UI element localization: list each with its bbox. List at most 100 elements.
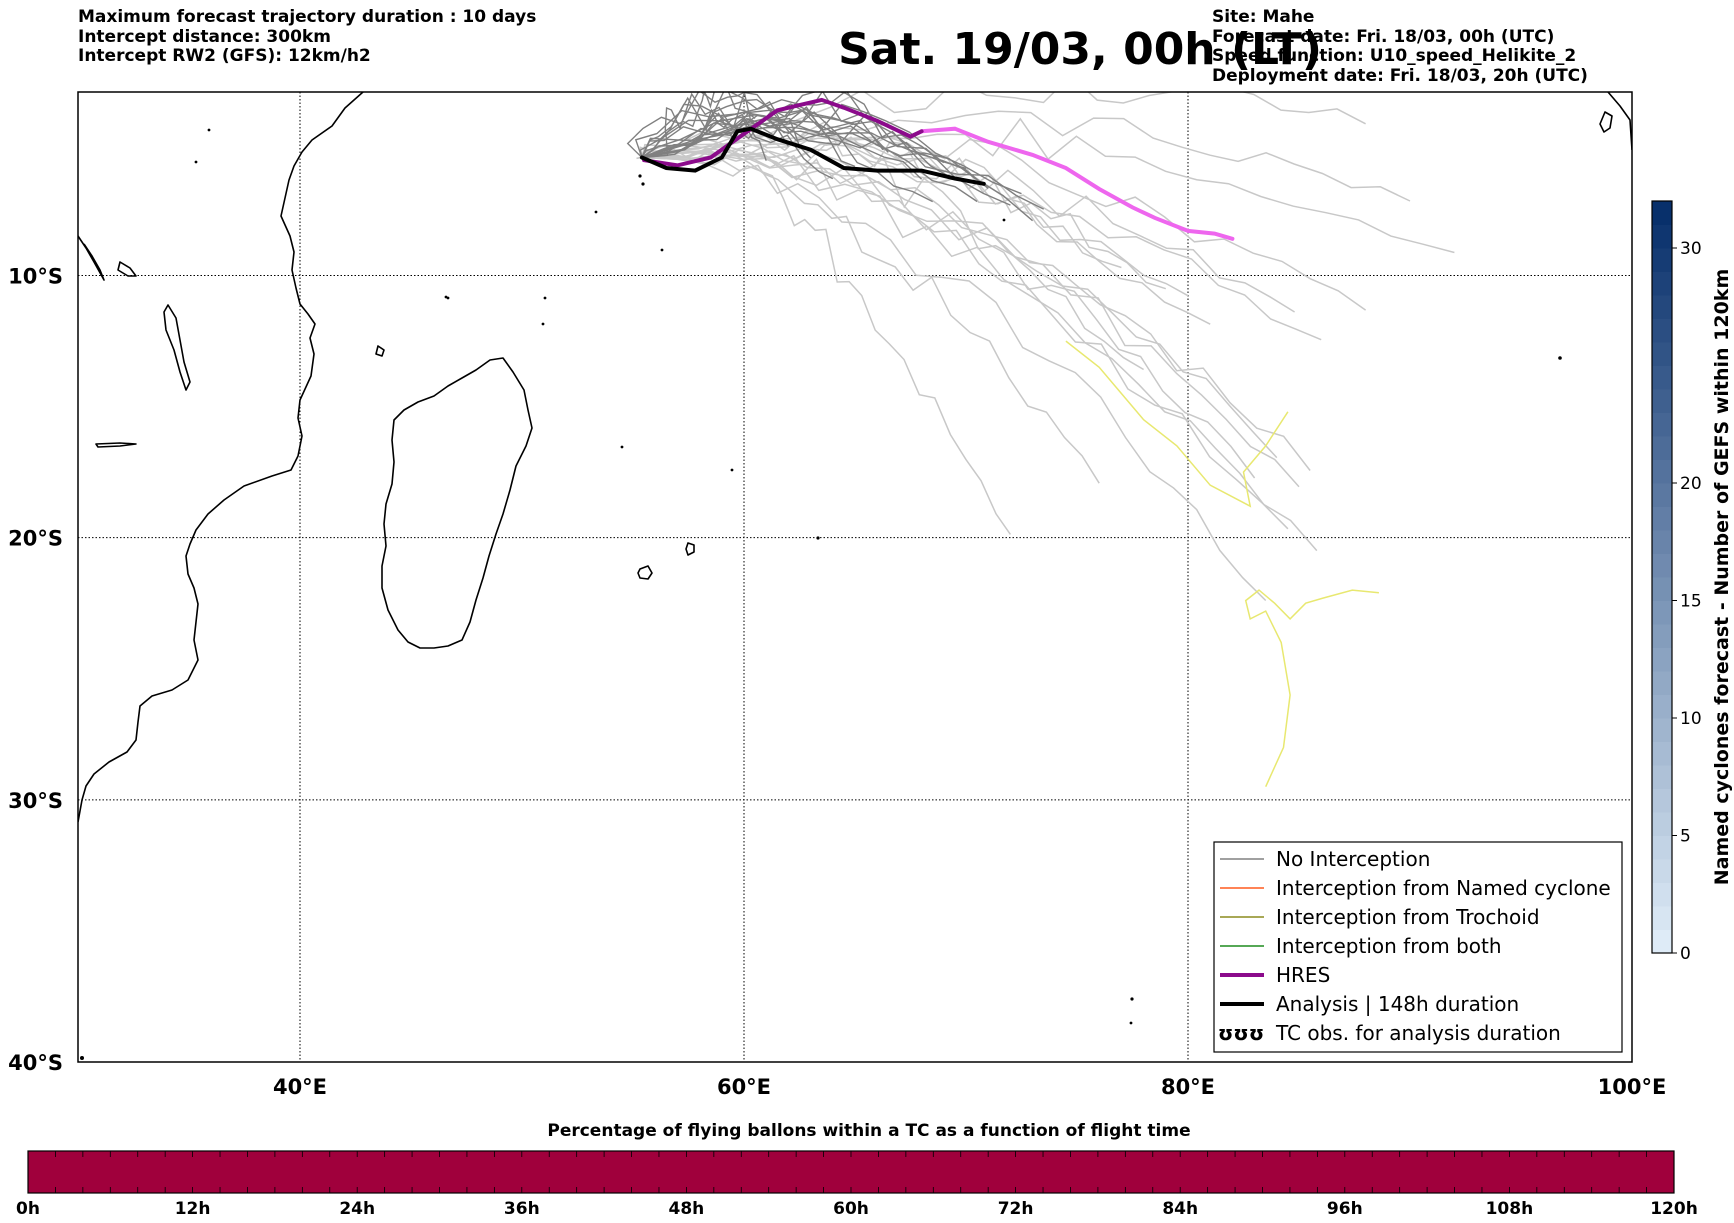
ensemble-track-no-interception [641,106,1011,206]
ensemble-track-light [641,149,1100,484]
legend-label: TC obs. for analysis duration [1275,1021,1561,1045]
legend-symbol-tc-obs: ʊʊʊ [1218,1021,1264,1045]
colorbar-band [1652,483,1672,507]
bottom-colorbar: Percentage of flying ballons within a TC… [16,1121,1698,1219]
colorbar-band [1652,600,1672,625]
colorbar-band [1652,577,1672,601]
colorbar-band [1652,624,1672,648]
colorbar-band [1652,812,1672,836]
colorbar-band [1652,882,1672,907]
colorbar-band [1652,647,1672,672]
bottom-bar-tick-label: 120h [1650,1199,1698,1219]
colorbar-band [1652,271,1672,296]
ensemble-track-no-interception [641,103,1022,195]
colorbar-band [1652,295,1672,319]
bottom-bar-tick-label: 48h [669,1199,705,1219]
colorbar-band [1652,859,1672,883]
colorbar-band [1652,389,1672,413]
header-line-distance: Intercept distance: 300km [78,26,331,47]
island-amirante [594,210,598,214]
colorbar-right-frame [1651,200,1673,954]
coastline-madagascar [381,357,533,649]
coastline-reunion [637,565,653,580]
coastline-sumatra-tip [1607,92,1632,151]
header-info-left: Maximum forecast trajectory duration : 1… [78,7,537,67]
lat-tick-label: 20°S [8,527,63,551]
colorbar-band [1652,718,1672,742]
ensemble-track-no-interception [641,109,978,203]
coastline-comoros [375,345,385,357]
bottom-bar-frame [27,1150,1675,1194]
colorbar-band [1652,835,1672,860]
track-hres-extension [919,126,1235,241]
bottom-bar-tick-label: 96h [1327,1199,1363,1219]
bottom-bar-tick-label: 108h [1486,1199,1534,1219]
legend-label: Interception from both [1276,934,1502,958]
coastline-lake-tanganyika [117,261,137,277]
small-islands [80,128,1562,1060]
ensemble-track-light [641,151,1318,552]
colorbar-band [1652,201,1672,225]
colorbar-band [1652,553,1672,578]
island-socotra [207,128,211,132]
bottom-bar-fill [28,1151,1674,1193]
header-line-speed-function: Speed function: U10_speed_Helikite_2 [1212,46,1577,66]
track-hres [642,97,924,168]
island-cargados [660,248,664,252]
island-corner [80,1056,84,1060]
lat-tick-label: 10°S [8,265,63,289]
colorbar-tick-label: 30 [1680,239,1702,259]
map-frame [77,91,1633,1063]
colorbar-band [1652,459,1672,484]
colorbar-band [1652,530,1672,554]
header-line-rw2: Intercept RW2 (GFS): 12km/h2 [78,46,371,66]
coastlines [78,92,1632,823]
colorbar-tick-label: 0 [1680,944,1691,964]
colorbar-tick-label: 20 [1680,474,1702,494]
header-line-duration: Maximum forecast trajectory duration : 1… [78,7,537,27]
colorbar-band [1652,506,1672,531]
lon-tick-label: 40°E [273,1075,327,1099]
lon-tick-label: 100°E [1598,1075,1667,1099]
coastline-africa [78,92,364,823]
ensemble-track-no-interception [641,111,934,203]
track-yellow-2 [1244,589,1379,788]
bottom-bar-tick-label: 24h [339,1199,375,1219]
island-christmas [1558,356,1562,360]
bottom-bar-tick-label: 84h [1162,1199,1198,1219]
colorbar-right: 0 5 10 15 20 30 Named cyclones forecast - Num… [1651,200,1733,964]
coastline-lake-nyasa [163,304,191,391]
island-aldabra [446,296,450,300]
legend: No Interception Interception from Named c… [1213,841,1623,1053]
ensemble-track-light [641,129,1167,290]
island-zanzibar [194,160,198,164]
colorbar-band [1652,342,1672,366]
colorbar-tick-label: 10 [1680,709,1702,729]
colorbar-band [1652,929,1672,954]
ensemble-track-light [641,155,1012,535]
legend-label: No Interception [1276,847,1430,871]
colorbar-band [1652,248,1672,272]
island-st-paul [1129,1021,1133,1025]
ensemble-track-no-interception [641,110,1045,210]
ensemble-track-no-interception [641,92,812,159]
legend-label: HRES [1276,963,1330,987]
island-chagos [1002,218,1006,222]
lat-tick-label: 30°S [8,789,63,813]
header-line-forecast-date: Forecast date: Fri. 18/03, 00h (UTC) [1212,26,1555,47]
island-farquhar [541,322,545,326]
colorbar-band [1652,788,1672,813]
colorbar-band [1652,224,1672,249]
ensemble-track-light [641,144,1311,471]
legend-box [1213,841,1623,1053]
colorbar-band [1652,694,1672,719]
bottom-bar-title: Percentage of flying ballons within a TC… [547,1121,1190,1141]
island-amsterdam [1130,997,1134,1001]
colorbar-band [1652,436,1672,460]
lon-tick-label: 60°E [717,1075,771,1099]
coastline-mauritius [685,542,695,556]
colorbar-tick-label: 5 [1680,827,1691,847]
page-title: Sat. 19/03, 00h (LT) [838,24,1322,75]
lon-tick-label: 80°E [1161,1075,1215,1099]
